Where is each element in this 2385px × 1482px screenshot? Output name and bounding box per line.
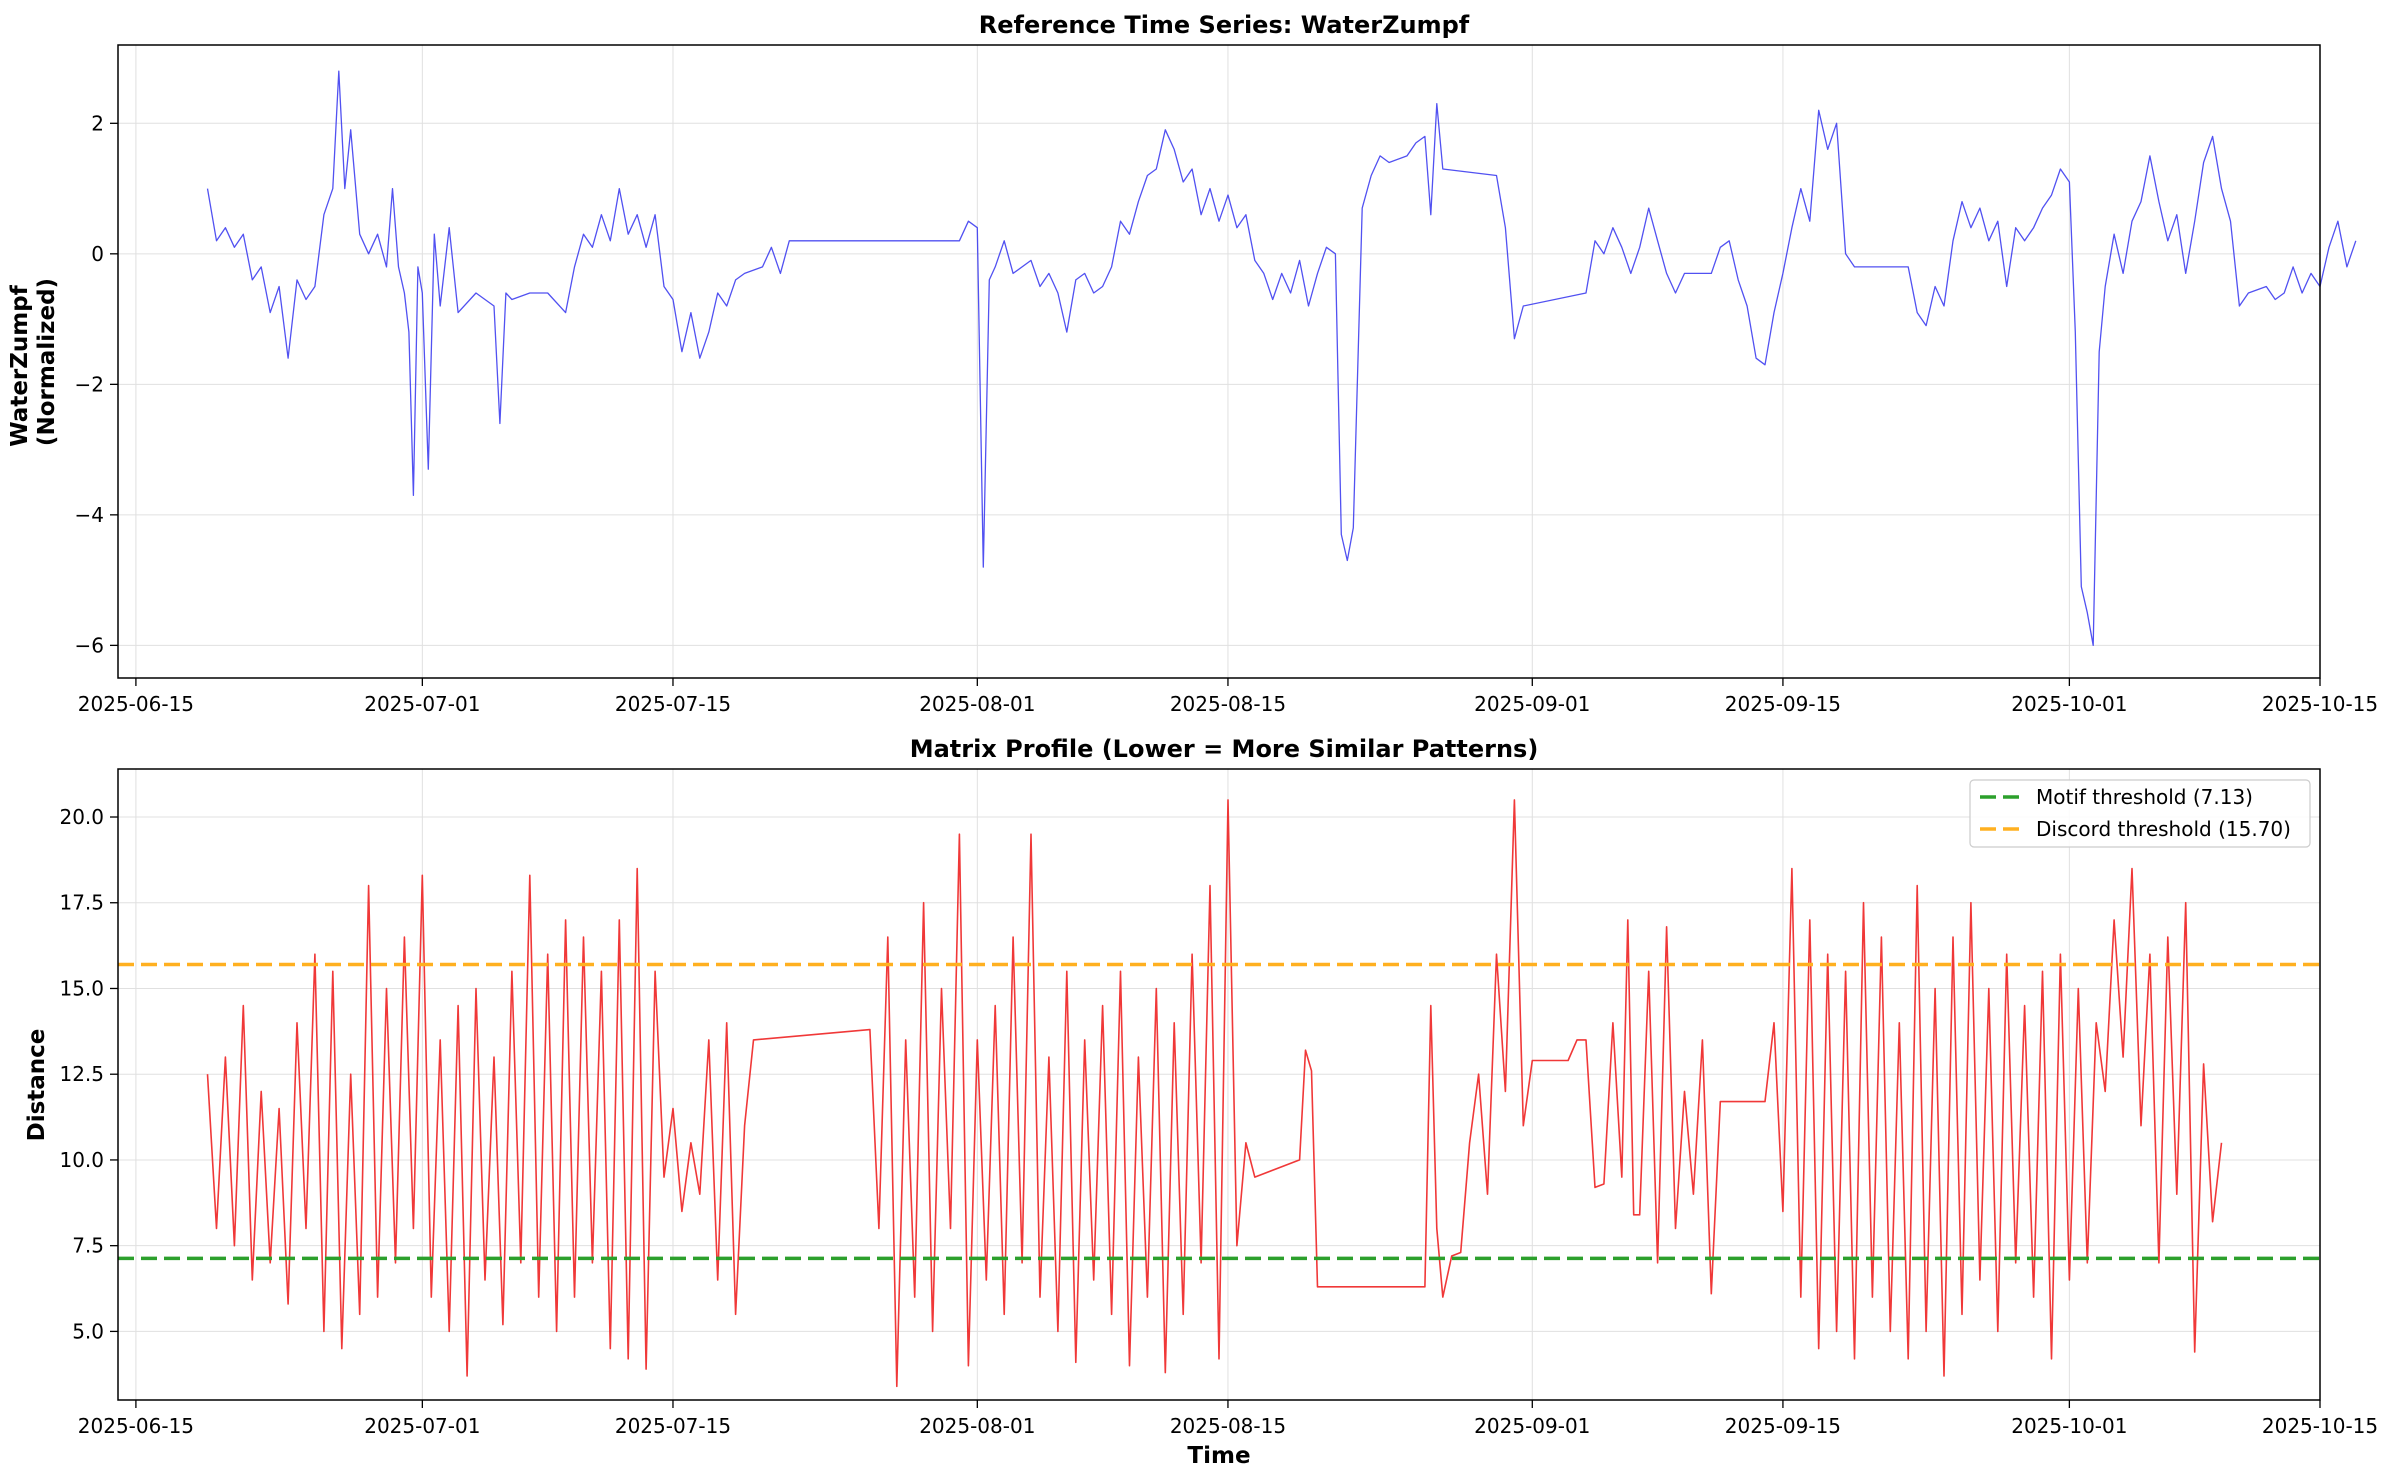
y-axis-label-line-1: WaterZumpf [7, 284, 33, 446]
x-tick-label: 2025-06-15 [78, 1414, 194, 1438]
chart-title-matrix-profile: Matrix Profile (Lower = More Similar Pat… [910, 735, 1539, 763]
legend-box [1969, 779, 2311, 848]
y-axis-label-line-2: (Normalized) [34, 278, 60, 446]
legend-label-motif: Motif threshold (7.13) [2036, 785, 2253, 809]
y-tick-label: 10.0 [59, 1148, 104, 1172]
grid-reference [118, 45, 2321, 678]
waterzumpf-line [206, 70, 2357, 647]
y-tick-label: 15.0 [59, 976, 104, 1000]
matrix-profile-panel: Matrix Profile (Lower = More Similar Pat… [24, 735, 2378, 1469]
chart-title-reference: Reference Time Series: WaterZumpf [979, 11, 1470, 39]
y-tick-label: 0 [91, 242, 104, 266]
y-axis-label-reference: WaterZumpf (Normalized) [7, 277, 60, 447]
y-tick-label: −6 [75, 633, 104, 657]
matrix-profile-line [206, 799, 2223, 1388]
x-tick-label: 2025-09-01 [1474, 692, 1590, 716]
y-tick-label: 17.5 [59, 891, 104, 915]
x-tick-label: 2025-10-01 [2011, 1414, 2127, 1438]
y-tick-label: 7.5 [72, 1234, 104, 1258]
x-tick-label: 2025-08-01 [919, 692, 1035, 716]
y-axis-ticks-matrix-profile: 20.0 17.5 15.0 12.5 10.0 7.5 5.0 [59, 805, 118, 1343]
x-tick-label: 2025-09-01 [1474, 1414, 1590, 1438]
x-tick-label: 2025-07-01 [364, 692, 480, 716]
x-tick-label: 2025-07-15 [615, 692, 731, 716]
y-tick-label: 20.0 [59, 805, 104, 829]
x-tick-label: 2025-08-15 [1170, 1414, 1286, 1438]
x-axis-label-matrix-profile: Time [1187, 1443, 1250, 1469]
y-tick-label: −4 [75, 503, 104, 527]
y-axis-ticks-reference: 2 0 −2 −4 −6 [75, 111, 118, 657]
x-tick-label: 2025-08-15 [1170, 692, 1286, 716]
x-axis-ticks-reference: 2025-06-15 2025-07-01 2025-07-15 2025-08-01… [78, 678, 2378, 716]
x-tick-label: 2025-06-15 [78, 692, 194, 716]
x-tick-label: 2025-10-15 [2262, 1414, 2378, 1438]
plot-frame-reference [117, 44, 2321, 679]
y-axis-label-matrix-profile: Distance [24, 1029, 50, 1142]
y-tick-label: 5.0 [72, 1319, 104, 1343]
y-tick-label: 2 [91, 111, 104, 135]
x-tick-label: 2025-07-15 [615, 1414, 731, 1438]
legend-label-discord: Discord threshold (15.70) [2036, 817, 2291, 841]
y-tick-label: 12.5 [59, 1062, 104, 1086]
y-tick-label: −2 [75, 372, 104, 396]
grid-matrix-profile [118, 769, 2321, 1400]
plot-frame-matrix-profile [117, 768, 2321, 1401]
x-tick-label: 2025-10-15 [2262, 692, 2378, 716]
legend: Motif threshold (7.13) Discord threshold… [1969, 779, 2311, 848]
x-tick-label: 2025-07-01 [364, 1414, 480, 1438]
x-tick-label: 2025-10-01 [2011, 692, 2127, 716]
x-axis-ticks-matrix-profile: 2025-06-15 2025-07-01 2025-07-15 2025-08-01… [78, 1400, 2378, 1438]
x-tick-label: 2025-09-15 [1725, 1414, 1841, 1438]
x-tick-label: 2025-09-15 [1725, 692, 1841, 716]
x-tick-label: 2025-08-01 [919, 1414, 1035, 1438]
reference-series-panel: Reference Time Series: WaterZumpf 2025-0… [7, 11, 2378, 716]
